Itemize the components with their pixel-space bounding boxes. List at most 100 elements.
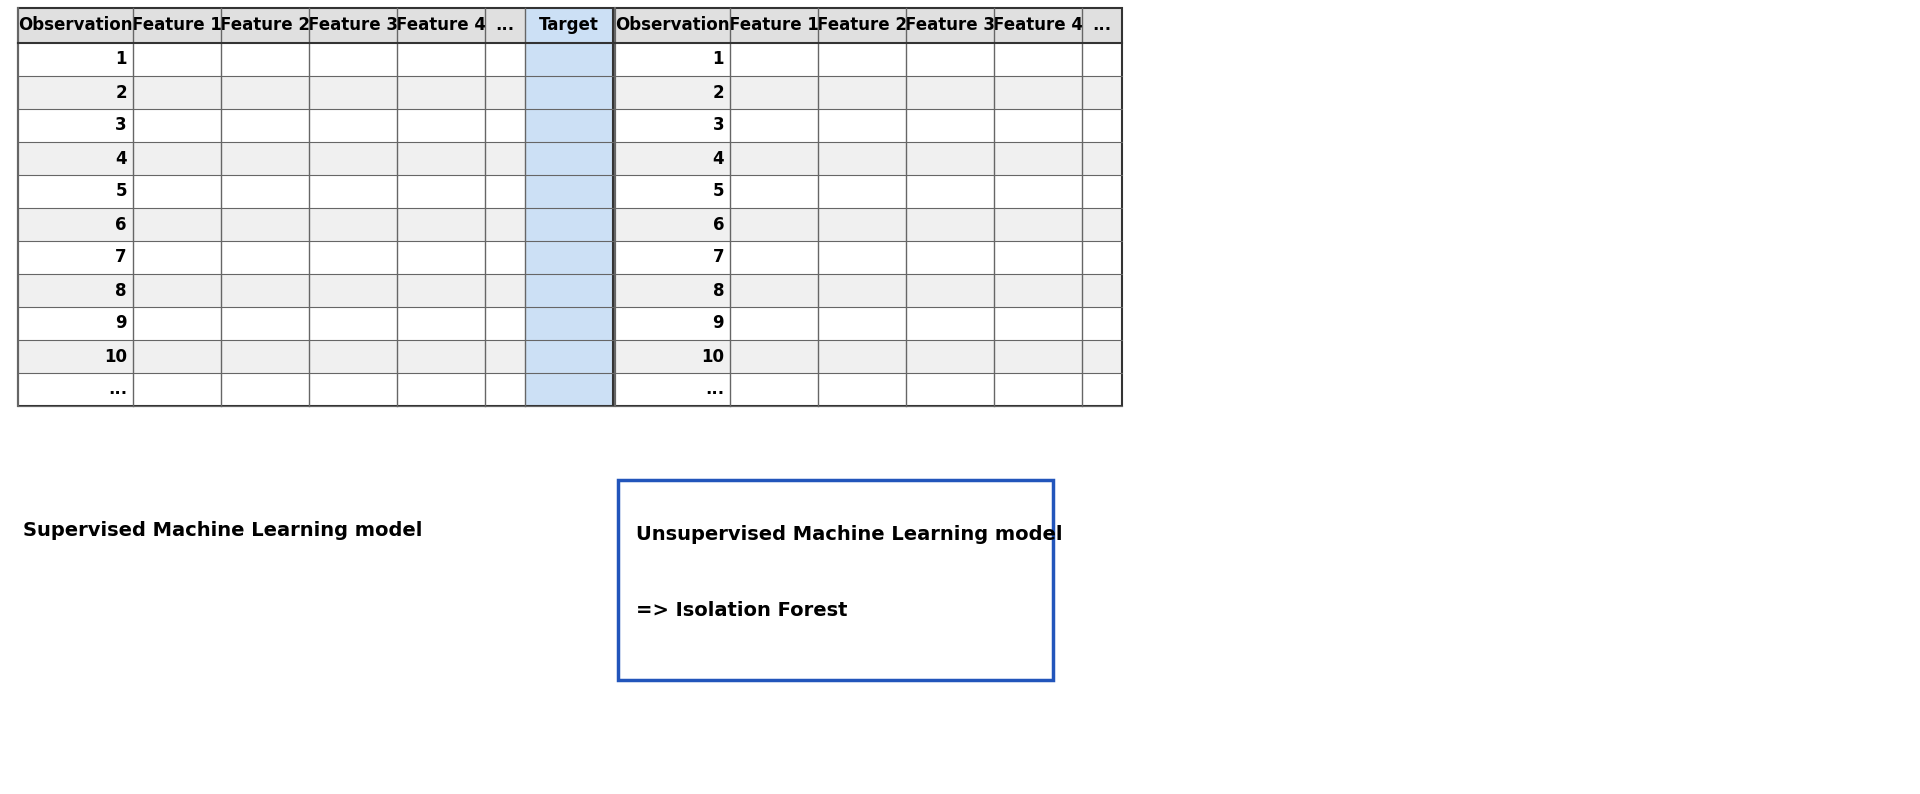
Bar: [132, 241, 221, 274]
Bar: [1083, 175, 1121, 208]
Bar: [995, 43, 1083, 76]
Bar: [486, 175, 524, 208]
Bar: [730, 208, 818, 241]
Text: 10: 10: [104, 348, 127, 365]
Bar: [730, 373, 818, 406]
Bar: [614, 8, 730, 43]
Bar: [221, 76, 309, 109]
Bar: [524, 175, 612, 208]
Text: Feature 3: Feature 3: [307, 17, 397, 34]
Bar: [614, 274, 730, 307]
Text: Unsupervised Machine Learning model: Unsupervised Machine Learning model: [636, 526, 1062, 545]
Bar: [486, 340, 524, 373]
Bar: [17, 340, 132, 373]
Bar: [818, 340, 906, 373]
Bar: [132, 142, 221, 175]
Text: 3: 3: [712, 117, 724, 134]
Bar: [614, 307, 730, 340]
Text: Feature 3: Feature 3: [904, 17, 995, 34]
Bar: [17, 373, 132, 406]
Bar: [221, 43, 309, 76]
Text: 10: 10: [701, 348, 724, 365]
Bar: [995, 208, 1083, 241]
Text: 1: 1: [712, 51, 724, 68]
Bar: [906, 142, 995, 175]
Bar: [486, 274, 524, 307]
Bar: [995, 373, 1083, 406]
Bar: [486, 307, 524, 340]
Bar: [524, 274, 612, 307]
Bar: [730, 43, 818, 76]
Text: 8: 8: [712, 282, 724, 299]
Bar: [397, 307, 486, 340]
Bar: [221, 274, 309, 307]
Bar: [614, 175, 730, 208]
Bar: [17, 274, 132, 307]
Text: ...: ...: [1092, 17, 1112, 34]
Bar: [397, 175, 486, 208]
Bar: [995, 175, 1083, 208]
Text: Feature 1: Feature 1: [132, 17, 223, 34]
Text: Feature 4: Feature 4: [993, 17, 1083, 34]
Text: 4: 4: [712, 149, 724, 168]
Bar: [818, 274, 906, 307]
Bar: [17, 8, 132, 43]
Text: Observation: Observation: [614, 17, 730, 34]
Bar: [221, 175, 309, 208]
Bar: [132, 8, 221, 43]
Bar: [995, 340, 1083, 373]
Bar: [818, 43, 906, 76]
Bar: [1083, 109, 1121, 142]
Bar: [1083, 208, 1121, 241]
Bar: [618, 480, 1052, 680]
Bar: [309, 340, 397, 373]
Bar: [17, 208, 132, 241]
Bar: [818, 8, 906, 43]
Bar: [17, 8, 612, 406]
Bar: [132, 208, 221, 241]
Bar: [309, 109, 397, 142]
Text: 5: 5: [712, 183, 724, 201]
Bar: [221, 340, 309, 373]
Bar: [486, 208, 524, 241]
Bar: [730, 307, 818, 340]
Bar: [906, 373, 995, 406]
Bar: [17, 109, 132, 142]
Bar: [995, 76, 1083, 109]
Bar: [17, 142, 132, 175]
Bar: [221, 307, 309, 340]
Bar: [524, 142, 612, 175]
Bar: [309, 307, 397, 340]
Text: 9: 9: [712, 314, 724, 333]
Bar: [614, 43, 730, 76]
Bar: [614, 8, 1121, 406]
Bar: [906, 208, 995, 241]
Text: Feature 2: Feature 2: [221, 17, 309, 34]
Bar: [906, 307, 995, 340]
Text: 6: 6: [712, 215, 724, 233]
Bar: [730, 76, 818, 109]
Bar: [17, 43, 132, 76]
Bar: [730, 175, 818, 208]
Text: 3: 3: [115, 117, 127, 134]
Bar: [309, 76, 397, 109]
Bar: [132, 307, 221, 340]
Text: 2: 2: [712, 83, 724, 102]
Bar: [132, 373, 221, 406]
Bar: [486, 373, 524, 406]
Bar: [221, 208, 309, 241]
Bar: [614, 340, 730, 373]
Text: Target: Target: [540, 17, 599, 34]
Bar: [730, 241, 818, 274]
Text: 7: 7: [115, 249, 127, 267]
Bar: [1083, 241, 1121, 274]
Bar: [1083, 340, 1121, 373]
Bar: [906, 109, 995, 142]
Bar: [397, 340, 486, 373]
Bar: [486, 241, 524, 274]
Bar: [906, 340, 995, 373]
Bar: [309, 43, 397, 76]
Bar: [730, 142, 818, 175]
Bar: [818, 76, 906, 109]
Text: 1: 1: [115, 51, 127, 68]
